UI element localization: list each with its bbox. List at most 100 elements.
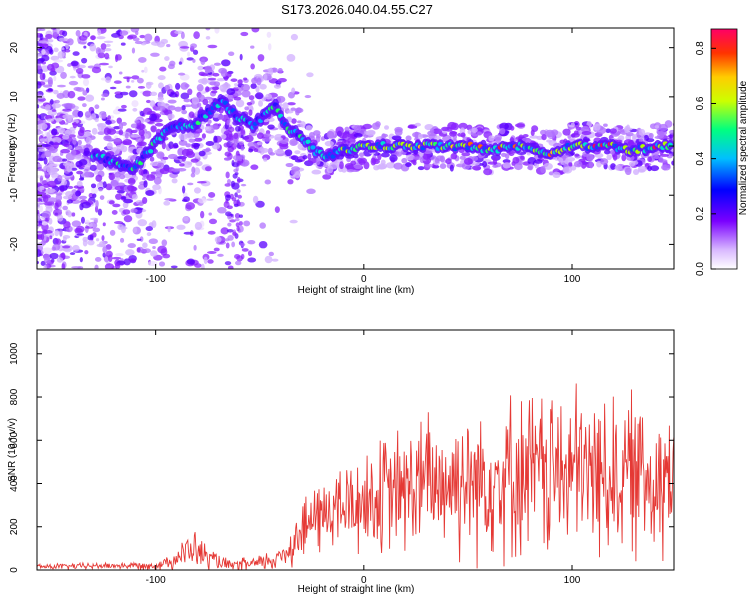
spectrogram-noise-blob <box>193 167 201 175</box>
spectrogram-noise-blob <box>120 42 126 46</box>
spectrogram-haze-blob <box>267 124 275 130</box>
spectrogram-noise-blob <box>87 234 94 241</box>
spectrogram-haze-blob <box>412 156 423 161</box>
spectrogram-haze-blob <box>77 110 84 118</box>
spectrogram-noise-blob <box>52 28 58 36</box>
spectrogram-haze-blob <box>263 157 268 162</box>
spectrogram-noise-blob <box>91 66 102 74</box>
spectrogram-noise-blob <box>66 38 74 46</box>
spectrogram-noise-blob <box>102 252 106 258</box>
spectrogram-noise-blob <box>102 246 108 254</box>
spectrogram-noise-blob <box>193 31 200 39</box>
snr-ytick-label-5: 1000 <box>9 342 20 365</box>
spectrogram-haze-blob <box>178 140 188 146</box>
spectrogram-haze-blob <box>57 174 63 182</box>
spectrogram-noise-blob <box>47 39 54 43</box>
spectrogram-streak-blob <box>234 213 241 219</box>
spectrogram-haze-blob <box>363 161 370 170</box>
spectrogram-ytick-label-3: -10 <box>9 188 20 203</box>
spectrogram-haze-blob <box>650 165 660 172</box>
spectrogram-haze-blob <box>408 124 415 129</box>
spectrogram-noise-blob <box>40 233 45 241</box>
spectrogram-noise-blob <box>196 181 207 184</box>
spectrogram-noise-blob <box>90 35 96 41</box>
spectrogram-noise-blob <box>107 115 111 121</box>
spectrogram-noise-blob <box>74 227 83 234</box>
spectrogram-streak-blob <box>224 238 230 242</box>
spectrogram-noise-blob <box>248 95 255 101</box>
spectrogram-noise-blob <box>150 250 158 257</box>
spectrogram-haze-blob <box>294 159 303 163</box>
spectrogram-haze-blob <box>307 153 312 160</box>
spectrogram-haze-blob <box>461 152 471 157</box>
spectrogram-noise-blob <box>87 239 95 246</box>
spectrogram-noise-blob <box>164 56 170 61</box>
spectrogram-haze-blob <box>339 161 344 170</box>
spectrogram-haze-blob <box>658 156 664 162</box>
spectrogram-haze-blob <box>575 126 582 131</box>
spectrogram-haze-blob <box>55 117 63 122</box>
spectrogram-streak-blob <box>227 222 232 227</box>
spectrogram-streak-blob <box>226 119 230 126</box>
spectrogram-haze-blob <box>52 155 62 163</box>
spectrogram-haze-blob <box>55 127 66 133</box>
spectrogram-haze-blob <box>678 121 684 128</box>
spectrogram-haze-blob <box>113 138 121 142</box>
spectrogram-noise-blob <box>37 53 43 57</box>
spectrogram-noise-blob <box>250 45 255 49</box>
spectrogram-noise-blob <box>40 260 46 266</box>
spectrogram-haze-blob <box>211 142 221 150</box>
spectrogram-noise-blob <box>37 223 43 227</box>
spectrogram-noise-blob <box>208 212 212 216</box>
spectrogram-noise-blob <box>220 227 229 235</box>
spectrogram-haze-blob <box>127 177 136 186</box>
spectrogram-haze-blob <box>284 149 293 157</box>
spectrogram-haze-blob <box>204 65 213 74</box>
spectrogram-noise-blob <box>66 199 73 204</box>
spectrogram-haze-blob <box>180 82 189 90</box>
spectrogram-noise-blob <box>132 226 138 233</box>
spectrogram-streak-blob <box>231 241 236 248</box>
spectrogram-haze-blob <box>201 133 206 139</box>
spectrogram-haze-blob <box>559 139 566 144</box>
spectrogram-haze-blob <box>95 174 103 182</box>
spectrogram-haze-blob <box>108 200 115 205</box>
spectrogram-ytick-label-4: -20 <box>9 237 20 252</box>
spectrogram-noise-blob <box>79 257 83 263</box>
spectrogram-streak-blob <box>238 214 243 218</box>
spectrogram-noise-blob <box>100 77 107 81</box>
spectrogram-ytick-label-2: 0 <box>9 143 20 149</box>
spectrogram-noise-blob <box>60 71 67 79</box>
spectrogram-noise-blob <box>183 231 194 235</box>
spectrogram-haze-blob <box>181 156 186 162</box>
spectrogram-haze-blob <box>515 123 525 128</box>
spectrogram-noise-blob <box>241 248 249 252</box>
spectrogram-haze-blob <box>492 164 499 168</box>
spectrogram-streak-blob <box>233 168 239 173</box>
spectrogram-noise-blob <box>99 62 110 66</box>
spectrogram-noise-blob <box>144 33 153 42</box>
spectrogram-haze-blob <box>678 139 683 145</box>
spectrogram-noise-blob <box>94 264 99 269</box>
spectrogram-haze-blob <box>131 194 138 200</box>
spectrogram-streak-blob <box>239 156 243 162</box>
spectrogram-streak-blob <box>228 133 234 138</box>
spectrogram-haze-blob <box>381 133 389 138</box>
spectrogram-noise-blob <box>62 236 67 242</box>
spectrogram-streak-blob <box>226 194 231 199</box>
spectrogram-haze-blob <box>120 145 128 153</box>
spectrogram-noise-blob <box>228 51 235 57</box>
spectrogram-haze-blob <box>624 167 632 176</box>
spectrogram-haze-blob <box>405 162 412 168</box>
spectrogram-noise-blob <box>104 52 110 60</box>
spectrogram-haze-blob <box>656 130 665 135</box>
spectrogram-haze-blob <box>449 130 457 137</box>
spectrogram-noise-blob <box>206 198 214 201</box>
spectrogram-haze-blob <box>53 141 59 149</box>
spectrogram-haze-blob <box>227 93 234 102</box>
spectrogram-noise-blob <box>117 108 127 112</box>
spectrogram-haze-blob <box>580 127 585 132</box>
